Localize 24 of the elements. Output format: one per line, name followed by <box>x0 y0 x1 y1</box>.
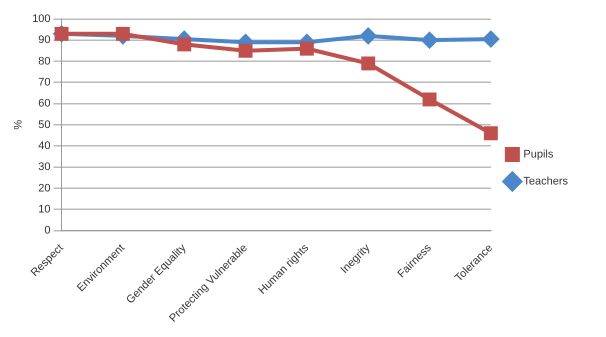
y-tick-label: 10 <box>38 203 51 216</box>
y-tick-label: 60 <box>38 98 51 110</box>
point <box>422 32 438 48</box>
point <box>361 56 376 70</box>
y-tick-label: 30 <box>38 161 51 174</box>
point <box>360 28 376 44</box>
point <box>484 126 498 140</box>
y-tick-label: 90 <box>38 34 51 46</box>
point <box>422 92 436 106</box>
point <box>238 44 252 58</box>
y-tick-label: 50 <box>38 118 51 131</box>
y-axis-title: % <box>12 120 25 130</box>
y-tick-label: 100 <box>32 13 51 26</box>
point <box>116 26 130 41</box>
legend-label: Teachers <box>523 176 568 188</box>
point <box>177 37 192 52</box>
point <box>482 31 499 48</box>
legend-label: Pupils <box>523 148 554 161</box>
y-tick-label: 40 <box>38 140 51 152</box>
y-tick-label: 20 <box>38 182 51 194</box>
y-tick-label: 70 <box>38 76 51 89</box>
y-tick-label: 0 <box>44 224 51 237</box>
y-tick-label: 80 <box>38 55 51 68</box>
point <box>300 42 314 56</box>
